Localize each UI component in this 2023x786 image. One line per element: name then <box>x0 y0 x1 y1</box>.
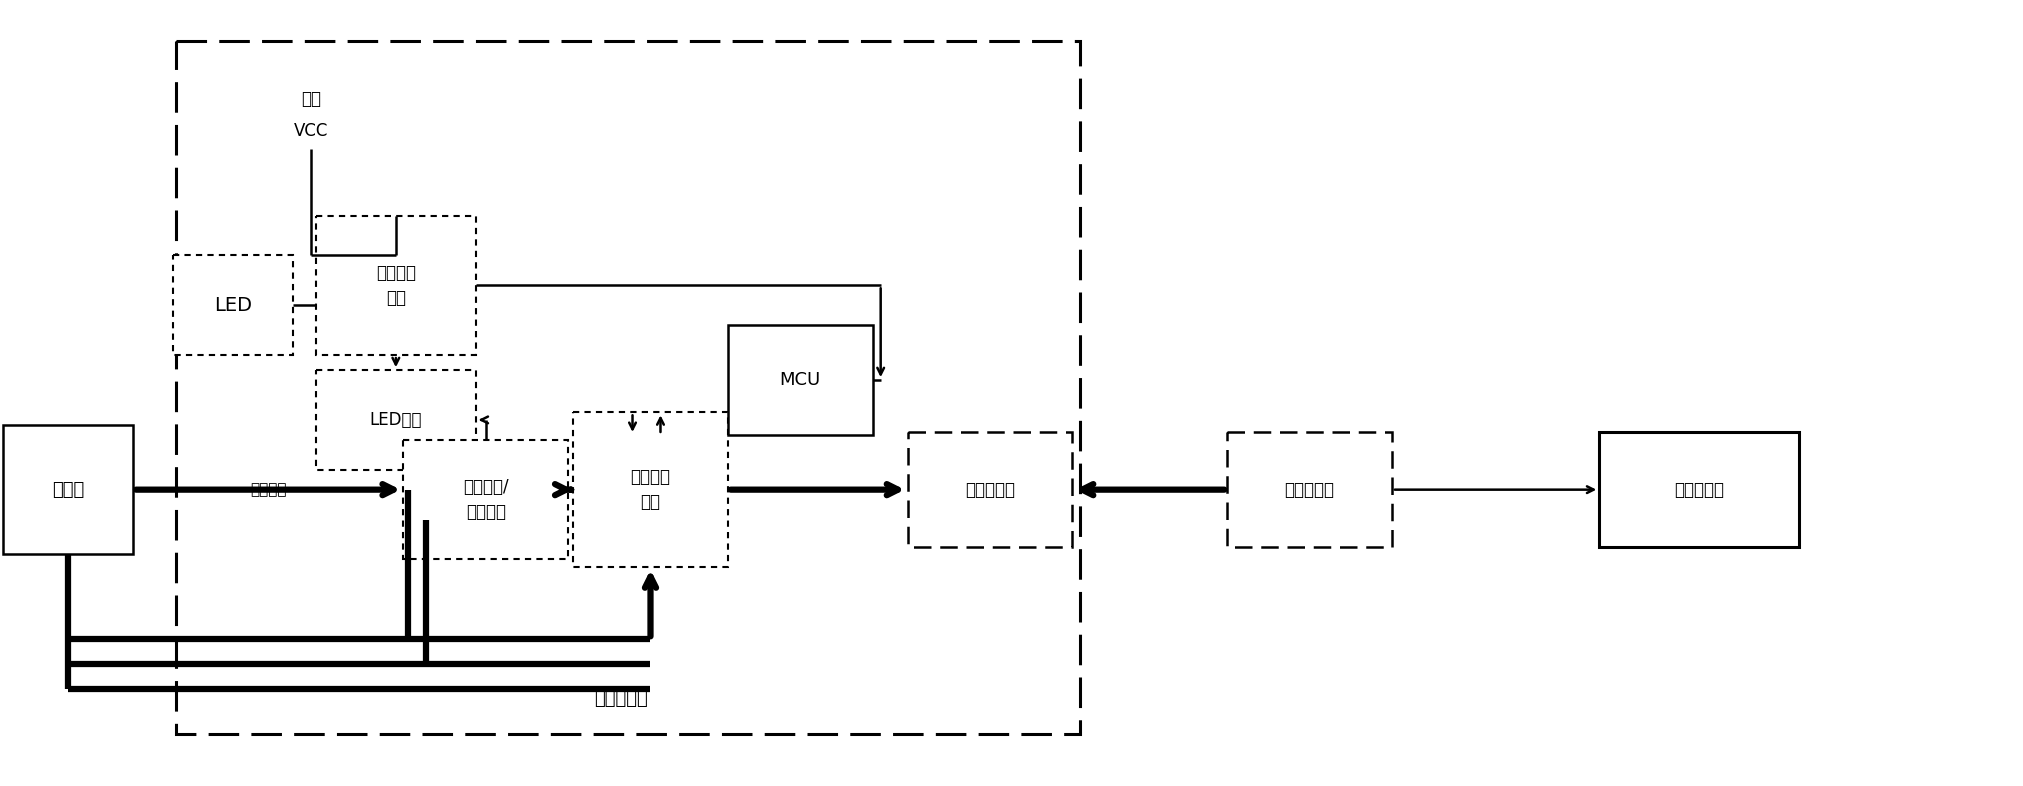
Text: 多路选择
开关: 多路选择 开关 <box>631 468 670 511</box>
Bar <box>4 425 134 554</box>
Text: MCU: MCU <box>779 371 821 389</box>
Bar <box>316 215 475 355</box>
Bar <box>403 440 568 560</box>
Text: LED: LED <box>214 296 253 315</box>
Text: 控制信号: 控制信号 <box>249 482 287 498</box>
Bar <box>1228 432 1392 547</box>
Text: 串行点光源: 串行点光源 <box>593 690 647 708</box>
Bar <box>176 41 1080 734</box>
Bar <box>316 370 475 470</box>
Text: 串行点光源: 串行点光源 <box>1285 481 1335 498</box>
Text: 无线检测器: 无线检测器 <box>1675 481 1724 498</box>
Text: VCC: VCC <box>293 122 328 140</box>
Bar <box>728 325 872 435</box>
Text: 电源: 电源 <box>301 90 322 108</box>
Bar <box>174 255 293 355</box>
Bar <box>573 413 728 567</box>
Text: 控制器: 控制器 <box>53 481 85 498</box>
Bar <box>1600 432 1798 547</box>
Text: 串行点光源: 串行点光源 <box>965 481 1016 498</box>
Text: 信号解析/
中继单元: 信号解析/ 中继单元 <box>463 478 508 521</box>
Text: LED驱动: LED驱动 <box>370 411 423 429</box>
Bar <box>908 432 1072 547</box>
Text: 电流检测
单元: 电流检测 单元 <box>376 264 417 307</box>
